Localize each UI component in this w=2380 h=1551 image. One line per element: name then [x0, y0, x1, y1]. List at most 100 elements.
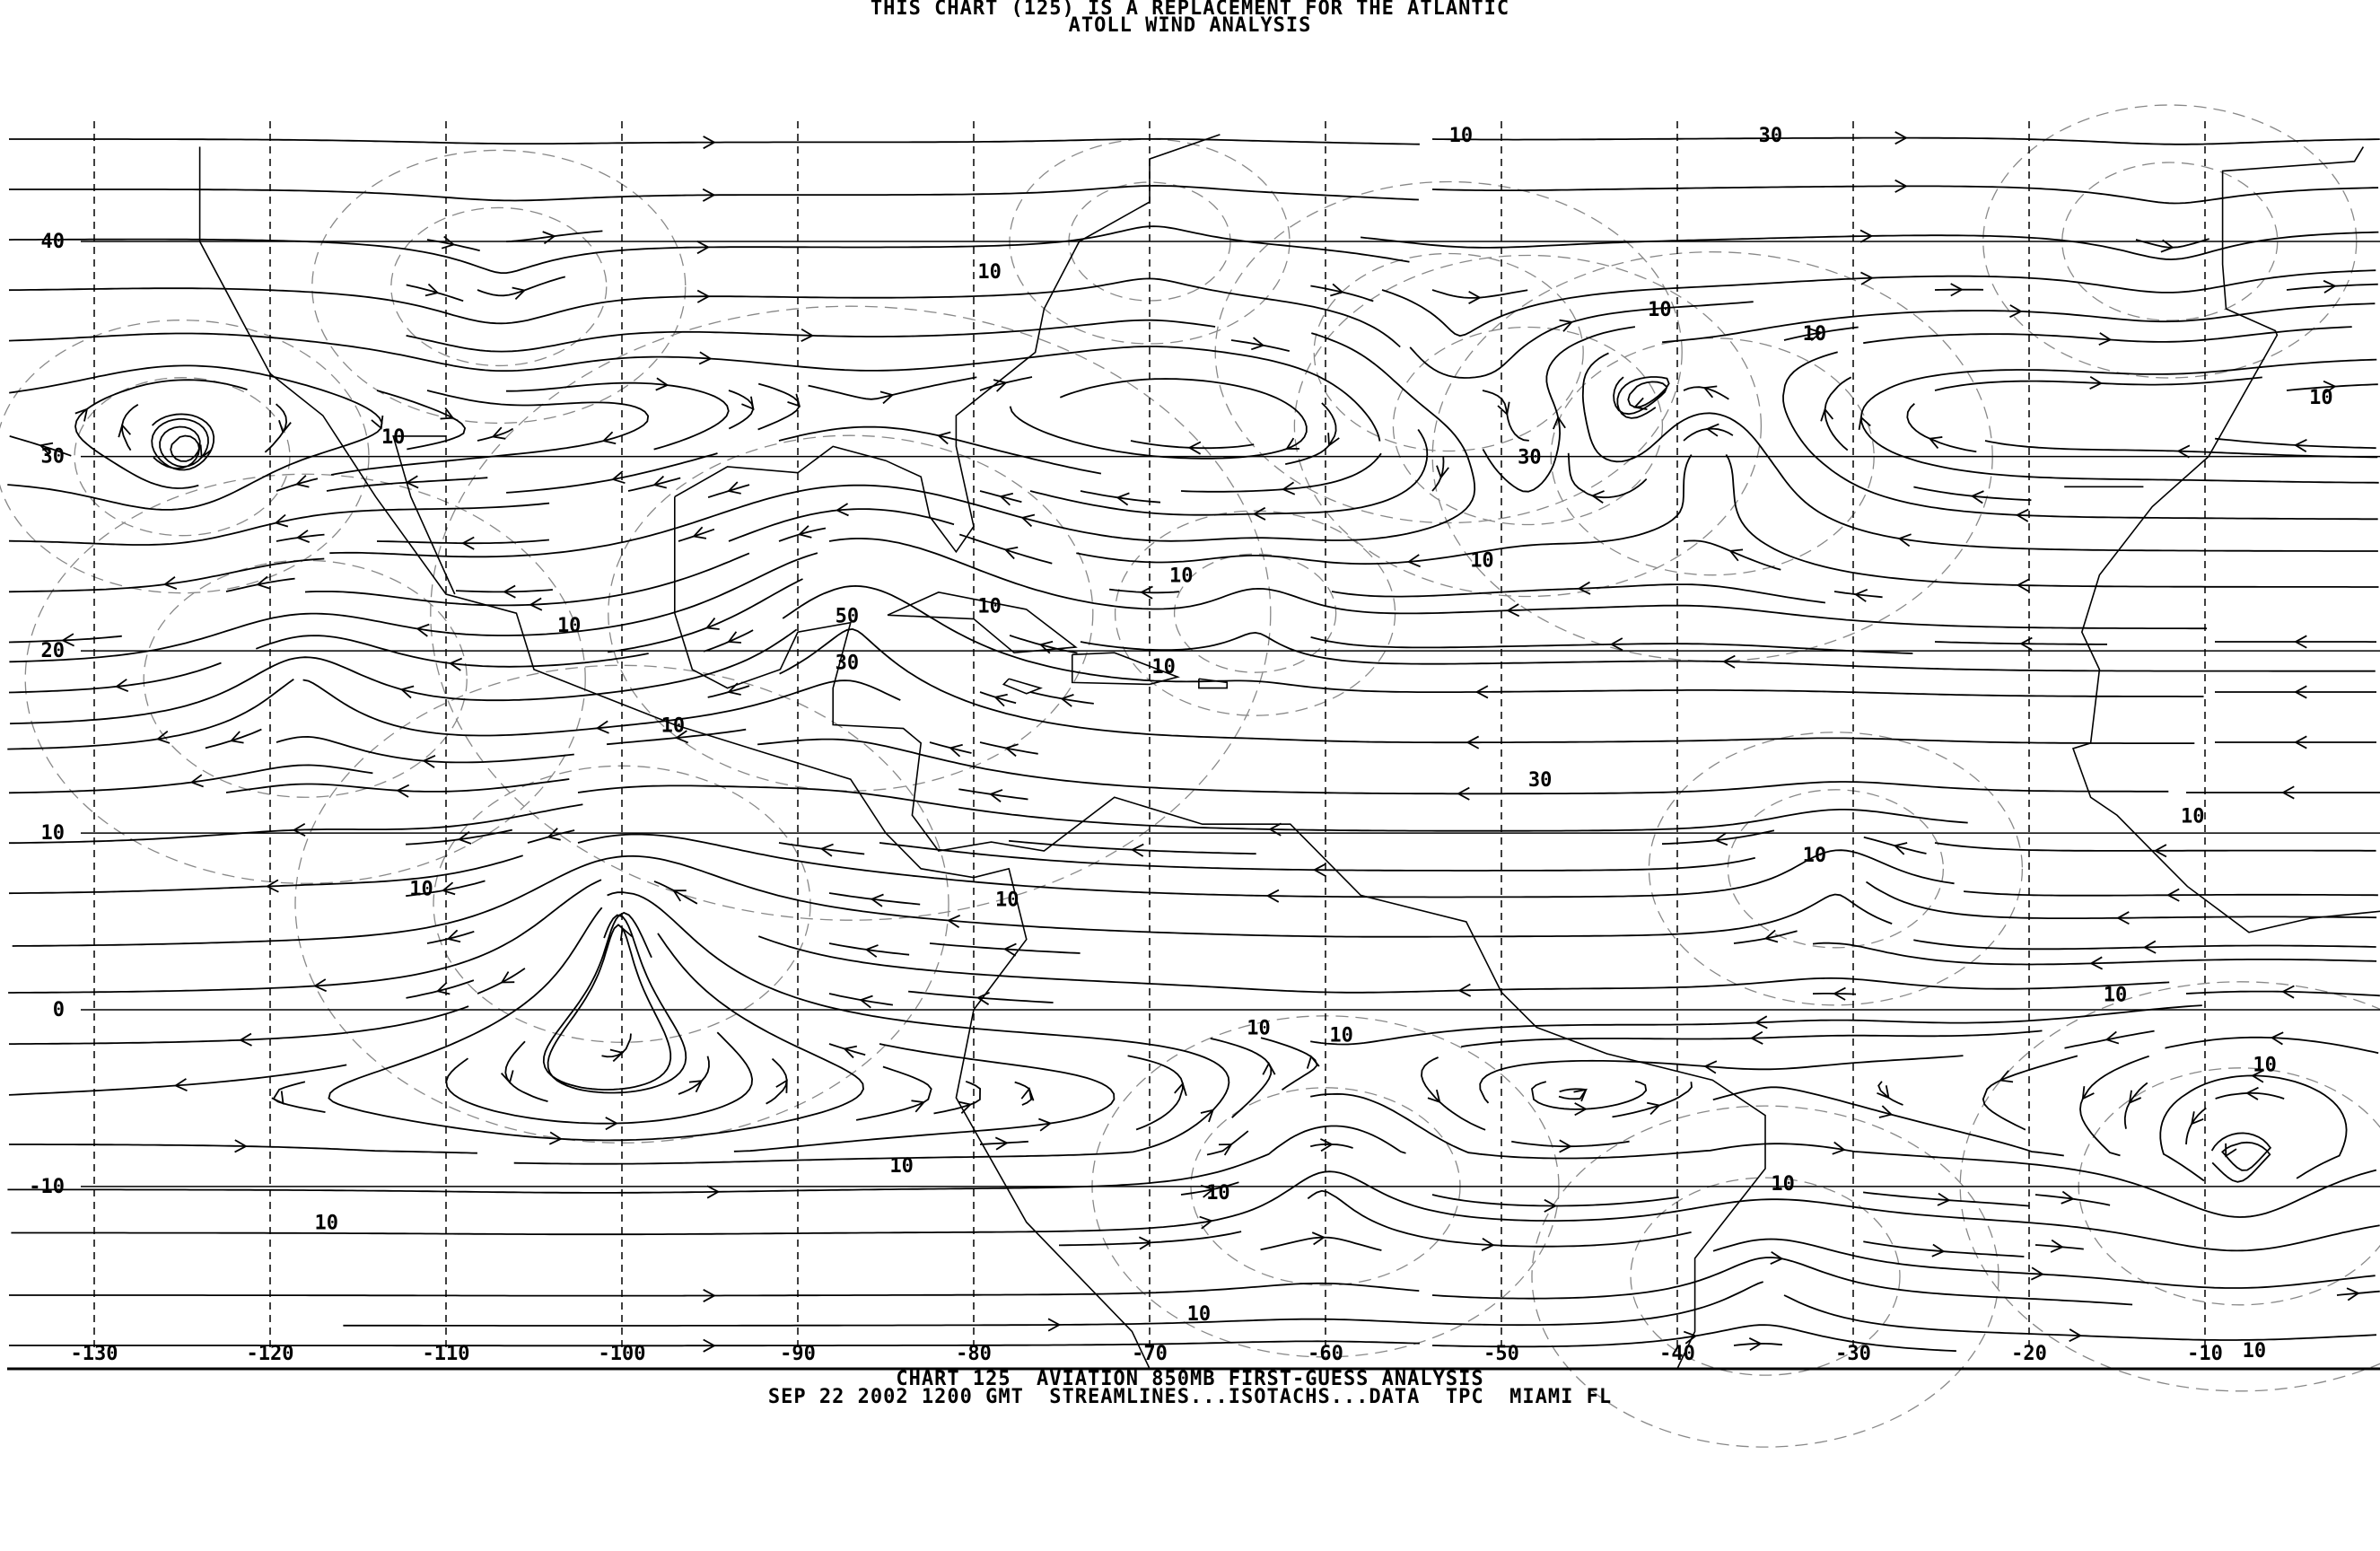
streamline-arrow: [727, 682, 741, 696]
streamline-arrow: [2098, 332, 2113, 346]
streamline-arrow: [61, 633, 74, 647]
streamline: [1906, 403, 1977, 453]
isotach-label: 10: [2104, 984, 2128, 1006]
streamline: [2034, 1194, 2111, 1206]
chart-footer-line-2: SEP 22 2002 1200 GMT STREAMLINES...ISOTA…: [767, 1386, 1613, 1408]
streamline-arrow: [1749, 1030, 1763, 1045]
isotach-label: 10: [1803, 845, 1827, 867]
streamline: [225, 577, 295, 592]
streamline: [778, 527, 827, 542]
streamline: [272, 1081, 326, 1113]
latitude-label: 20: [41, 640, 66, 662]
streamline-arrow: [1252, 506, 1266, 521]
streamline-arrow: [1474, 685, 1489, 699]
streamline: [2215, 1091, 2285, 1100]
streamline-arrow: [1481, 1237, 1495, 1251]
isotach-label: 10: [1206, 1182, 1230, 1205]
streamline-arrow: [1497, 401, 1510, 416]
streamline: [1080, 490, 1161, 504]
streamline: [678, 1056, 710, 1095]
isotach-contour: [1114, 510, 1396, 716]
streamline-arrow: [672, 889, 687, 902]
streamline-arrow: [500, 1070, 514, 1084]
streamline-arrow: [706, 1185, 721, 1199]
streamline: [205, 728, 262, 749]
streamline: [1409, 301, 1754, 379]
streamline: [426, 930, 475, 944]
streamline: [343, 1281, 1763, 1327]
streamline: [8, 764, 373, 794]
streamline-arrow: [114, 679, 129, 692]
isotach-label: 10: [995, 889, 1019, 911]
streamline-arrow: [189, 774, 204, 788]
isotach-contour: [1648, 732, 2024, 1006]
streamline: [151, 413, 215, 471]
streamline: [1130, 440, 1255, 450]
streamline-arrow: [859, 995, 873, 1009]
streamline-arrow: [727, 631, 742, 644]
streamline-arrow: [1763, 929, 1779, 943]
streamline: [828, 1043, 866, 1056]
streamline-arrow: [529, 597, 543, 611]
streamline-arrow: [2104, 1030, 2120, 1045]
streamline-arrow: [2281, 785, 2295, 800]
isotach-contour: [1630, 1177, 1901, 1376]
streamline-arrow: [1722, 654, 1736, 669]
streamline: [1982, 1055, 2078, 1131]
streamline-arrow: [2142, 940, 2157, 954]
streamline-arrow: [313, 978, 328, 993]
isotach-contour: [1392, 326, 1664, 526]
streamline-arrow: [2346, 1287, 2360, 1301]
streamline-arrow: [1199, 1215, 1213, 1230]
streamline-arrow: [1218, 1144, 1233, 1156]
streamline-arrow: [2081, 1086, 2095, 1100]
streamline-arrow: [727, 481, 741, 495]
streamline-arrow: [1552, 416, 1566, 430]
streamline-arrow: [1327, 433, 1340, 447]
isotach-contour: [390, 206, 608, 367]
streamline: [778, 425, 1102, 475]
streamline-arrow: [1306, 1055, 1320, 1069]
streamline: [678, 528, 715, 542]
streamline-arrow: [879, 390, 895, 405]
streamline: [1862, 1191, 2030, 1207]
streamline-arrow: [1833, 986, 1846, 1001]
longitude-label: -40: [1659, 1343, 1695, 1365]
streamline-arrow: [1748, 1336, 1763, 1351]
streamline-arrow: [1928, 436, 1943, 450]
streamline-arrow: [1003, 546, 1019, 560]
streamline: [1230, 339, 1291, 352]
streamline: [2034, 1244, 2084, 1250]
streamline-arrow: [1506, 603, 1520, 618]
streamline: [1080, 631, 2376, 672]
streamline: [1812, 942, 2377, 966]
streamline: [728, 390, 755, 430]
streamline: [2064, 1030, 2155, 1049]
longitude-label: -90: [780, 1343, 816, 1365]
streamline: [1683, 539, 1781, 571]
streamline-arrow: [405, 475, 419, 489]
map-labels: 40 30 20 10 0 -10 -130 -120 -110 -100 -90 -80 -70 -60…: [29, 125, 2332, 1365]
streamline-arrow: [1609, 637, 1623, 652]
coastline: [2071, 146, 2380, 933]
streamline: [1733, 1342, 1782, 1346]
streamline-arrow: [512, 286, 527, 301]
streamline: [1431, 185, 2379, 205]
streamline-arrow: [1468, 291, 1482, 305]
streamline: [979, 691, 1017, 705]
latitude-label: 40: [41, 231, 66, 253]
streamline: [276, 735, 574, 764]
isotach-contour: [143, 559, 468, 798]
streamline: [1331, 583, 1826, 604]
streamline-arrow: [703, 136, 716, 150]
streamline-arrow: [1999, 1070, 2014, 1083]
isotach-label: 10: [2243, 1340, 2267, 1363]
streamline-arrow: [234, 1139, 248, 1153]
streamline-arrow: [2050, 1239, 2064, 1253]
isotach-contours: [0, 104, 2380, 1448]
streamline-arrow: [1893, 842, 1908, 855]
isotach-contour: [1214, 180, 1683, 524]
streamline-arrow: [692, 526, 707, 539]
streamline: [2079, 1055, 2149, 1157]
streamline-arrow: [1590, 490, 1605, 504]
